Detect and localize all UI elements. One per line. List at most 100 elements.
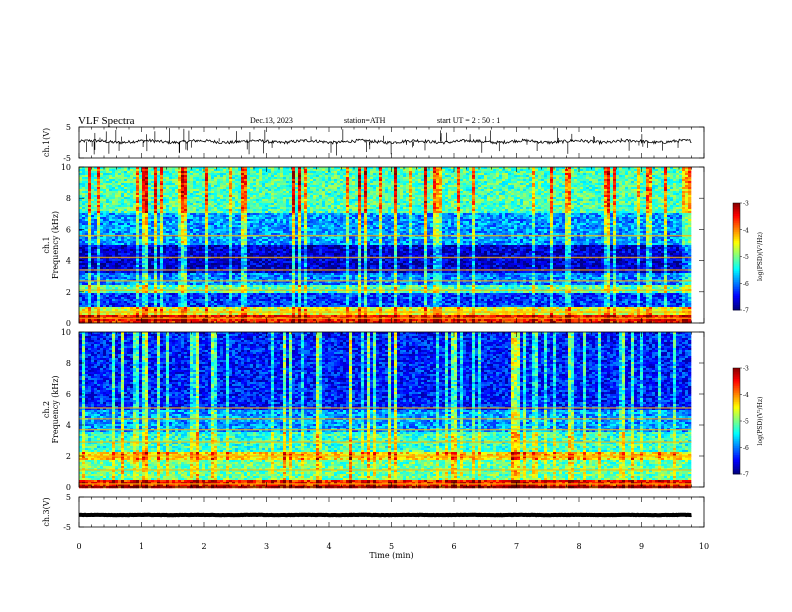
ch1_spectrogram-cell — [226, 199, 229, 201]
ch1_spectrogram-cell — [127, 199, 130, 201]
ch1_spectrogram-cell — [190, 263, 193, 265]
ch1_spectrogram-cell — [175, 259, 178, 261]
ch1_spectrogram-cell — [172, 267, 175, 269]
ch1_spectrogram-cell — [208, 285, 211, 287]
ch1_spectrogram-cell — [103, 251, 106, 253]
ch1_spectrogram-cell — [169, 187, 172, 189]
ch1_spectrogram-cell — [262, 271, 265, 273]
ch1_spectrogram-cell — [100, 277, 103, 279]
ch1_spectrogram-cell — [214, 193, 217, 195]
ch1_spectrogram-cell — [190, 265, 193, 267]
ch1_spectrogram-cell — [226, 287, 229, 289]
ch1_spectrogram-cell — [259, 199, 262, 201]
ch1_spectrogram-cell — [181, 251, 184, 253]
ch1_spectrogram-cell — [115, 217, 118, 219]
ch1_spectrogram-cell — [199, 277, 202, 279]
ch1_spectrogram-cell — [121, 191, 124, 193]
ch1_spectrogram-cell — [199, 307, 202, 309]
ch1_spectrogram-cell — [235, 203, 238, 205]
ch1_spectrogram-cell — [85, 249, 88, 251]
ch1_spectrogram-cell — [115, 307, 118, 309]
ch1_spectrogram-cell — [241, 199, 244, 201]
ch1_spectrogram-cell — [169, 287, 172, 289]
ch1_spectrogram-cell — [187, 195, 190, 197]
ch1_spectrogram-cell — [223, 303, 226, 305]
ch1_spectrogram-cell — [214, 221, 217, 223]
ch1_spectrogram-cell — [262, 183, 265, 185]
ch1_spectrogram-cell — [166, 293, 169, 295]
ch1_spectrogram-cell — [169, 259, 172, 261]
ch1_spectrogram-cell — [244, 201, 247, 203]
ch1_spectrogram-cell — [115, 241, 118, 243]
ch1_spectrogram-cell — [247, 239, 250, 241]
ch1_spectrogram-cell — [205, 173, 208, 175]
ch1_spectrogram-cell — [217, 211, 220, 213]
ch1_spectrogram-cell — [217, 291, 220, 293]
ch1_spectrogram-cell — [127, 273, 130, 275]
ch1_spectrogram-cell — [142, 277, 145, 279]
ch1_spectrogram-cell — [163, 187, 166, 189]
ch1_spectrogram-cell — [160, 197, 163, 199]
ch1_spectrogram-cell — [184, 275, 187, 277]
ch1_spectrogram-cell — [160, 241, 163, 243]
ch1_spectrogram-cell — [253, 227, 256, 229]
ch1_spectrogram-cell — [175, 297, 178, 299]
ch1_spectrogram-cell — [214, 301, 217, 303]
ch1_spectrogram-cell — [160, 253, 163, 255]
ch1_spectrogram-cell — [85, 193, 88, 195]
ch1_spectrogram-cell — [133, 207, 136, 209]
ch1_spectrogram-cell — [217, 271, 220, 273]
ch1_spectrogram-cell — [223, 239, 226, 241]
ch1_spectrogram-cell — [184, 225, 187, 227]
ch1_spectrogram-cell — [112, 273, 115, 275]
ch1_spectrogram-cell — [187, 265, 190, 267]
ch1_spectrogram-cell — [169, 301, 172, 303]
ch1_spectrogram-cell — [178, 273, 181, 275]
ch1_spectrogram-cell — [232, 219, 235, 221]
ch1_spectrogram-cell — [169, 261, 172, 263]
ch1_spectrogram-cell — [175, 195, 178, 197]
ch1_spectrogram-cell — [214, 309, 217, 311]
ch1_spectrogram-cell — [247, 181, 250, 183]
ch1_spectrogram-cell — [199, 239, 202, 241]
ch1_spectrogram-cell — [142, 215, 145, 217]
ch1_spectrogram-cell — [88, 177, 91, 179]
ch1_spectrogram-cell — [220, 195, 223, 197]
ch1_spectrogram-cell — [235, 299, 238, 301]
ch1_spectrogram-cell — [184, 219, 187, 221]
ch1_spectrogram-cell — [100, 185, 103, 187]
ch1_spectrogram-cell — [196, 215, 199, 217]
ch1_spectrogram-cell — [151, 231, 154, 233]
ch1_spectrogram-cell — [112, 263, 115, 265]
ch1_spectrogram-cell — [136, 251, 139, 253]
ch1_spectrogram-cell — [154, 215, 157, 217]
ch1_spectrogram-cell — [160, 247, 163, 249]
ch1_spectrogram-cell — [181, 253, 184, 255]
ch1_spectrogram-cell — [169, 207, 172, 209]
ch1_spectrogram-cell — [97, 175, 100, 177]
ch1_spectrogram-cell — [118, 173, 121, 175]
ch1_spectrogram-cell — [151, 283, 154, 285]
ch1_spectrogram-cell — [214, 215, 217, 217]
ch1_spectrogram-cell — [253, 175, 256, 177]
ch1_spectrogram-cell — [142, 231, 145, 233]
ch1_spectrogram-cell — [115, 211, 118, 213]
ch1_spectrogram-cell — [124, 313, 127, 315]
ch1_spectrogram-cell — [133, 177, 136, 179]
ch1_spectrogram-cell — [253, 221, 256, 223]
ch1_spectrogram-cell — [256, 261, 259, 263]
ch1_spectrogram-cell — [226, 191, 229, 193]
ch1_spectrogram-cell — [106, 223, 109, 225]
ch1_spectrogram-cell — [97, 273, 100, 275]
ch1_spectrogram-cell — [148, 313, 151, 315]
ch1_spectrogram-cell — [127, 229, 130, 231]
ch1_spectrogram-cell — [208, 181, 211, 183]
ch1_spectrogram-cell — [199, 285, 202, 287]
ch1_spectrogram-cell — [172, 287, 175, 289]
ch1_spectrogram-cell — [217, 199, 220, 201]
ch1_spectrogram-cell — [217, 183, 220, 185]
ch1_spectrogram-cell — [259, 177, 262, 179]
ch1_spectrogram-cell — [85, 273, 88, 275]
ch1_spectrogram-cell — [115, 237, 118, 239]
ch1_spectrogram-cell — [166, 291, 169, 293]
